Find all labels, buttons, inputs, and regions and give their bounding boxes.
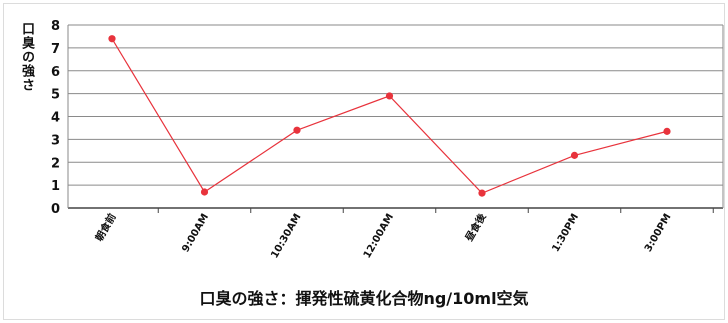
- data-point-5: [570, 151, 579, 159]
- x-tick-0: 朝食前: [92, 211, 118, 243]
- y-tick-8: 8: [51, 19, 60, 34]
- data-point-2: [293, 126, 301, 134]
- x-tick-1: 9:00AM: [180, 212, 211, 254]
- series-line-0: [111, 38, 668, 194]
- y-tick-4: 4: [51, 111, 60, 126]
- grid-lines: [67, 24, 724, 213]
- y-tick-1: 1: [51, 179, 60, 194]
- y-tick-0: 0: [51, 202, 60, 217]
- y-tick-2: 2: [51, 156, 60, 171]
- y-tick-3: 3: [51, 133, 60, 148]
- x-tick-2: 10:30AM: [269, 212, 303, 260]
- x-tick-5: 1:30PM: [550, 212, 581, 254]
- y-axis-label: 口臭の強さ: [19, 22, 34, 92]
- x-axis-label: 口臭の強さ：揮発性硫黄化合物ng/10ml空気: [199, 289, 529, 308]
- x-tick-6: 3:00PM: [643, 212, 674, 254]
- y-tick-6: 6: [51, 65, 60, 80]
- y-tick-labels: 0 1 2 3 4 5 6 7 8: [51, 19, 60, 217]
- data-point-3: [385, 92, 394, 100]
- y-tick-5: 5: [51, 88, 60, 103]
- chart-frame: [3, 3, 725, 320]
- data-point-0: [108, 35, 116, 43]
- x-tick-labels: 朝食前 9:00AM 10:30AM 12:00AM 昼食後 1:30PM 3:00PM: [92, 210, 673, 260]
- x-tick-4: 昼食後: [462, 210, 489, 243]
- data-point-4: [478, 189, 486, 197]
- x-tick-3: 12:00AM: [362, 212, 396, 260]
- data-point-6: [663, 127, 671, 135]
- data-point-1: [200, 188, 209, 196]
- series-layer: [108, 35, 671, 197]
- y-tick-7: 7: [51, 42, 60, 57]
